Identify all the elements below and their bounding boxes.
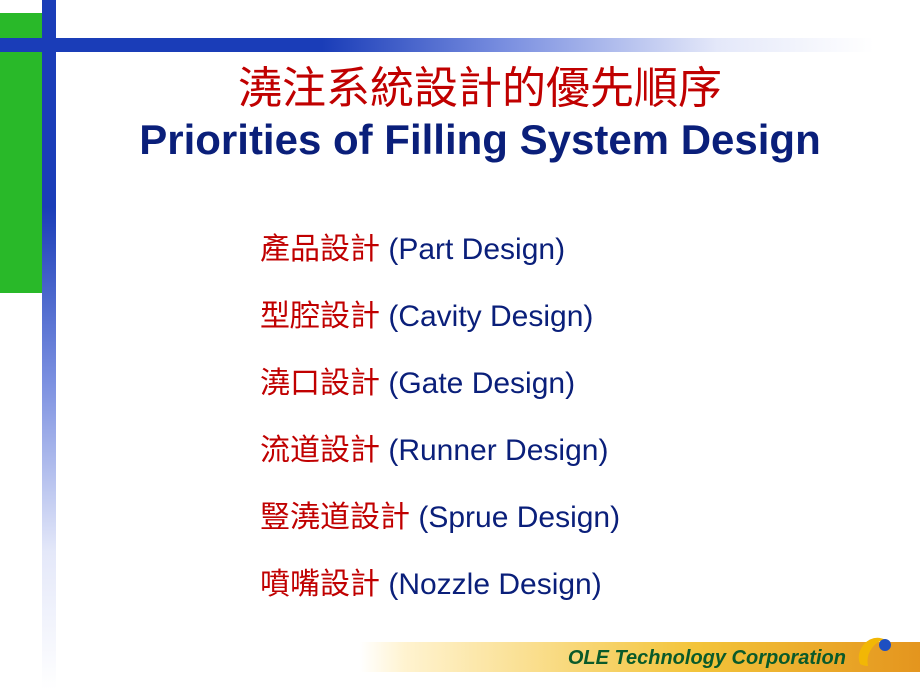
item-chinese: 澆口設計 bbox=[260, 367, 380, 400]
item-chinese: 型腔設計 bbox=[260, 300, 380, 333]
vertical-blue-bar bbox=[42, 0, 56, 690]
list-item: 豎澆道設計 (Sprue Design) bbox=[260, 500, 620, 536]
item-english: (Nozzle Design) bbox=[380, 568, 602, 601]
item-chinese: 豎澆道設計 bbox=[260, 501, 410, 534]
item-english: (Runner Design) bbox=[380, 434, 608, 467]
green-accent-block bbox=[0, 13, 42, 293]
item-chinese: 產品設計 bbox=[260, 233, 380, 266]
company-logo-icon bbox=[854, 634, 898, 676]
item-english: (Gate Design) bbox=[380, 367, 575, 400]
slide-title: 澆注系統設計的優先順序 Priorities of Filling System… bbox=[70, 64, 890, 163]
list-item: 產品設計 (Part Design) bbox=[260, 232, 620, 268]
title-english: Priorities of Filling System Design bbox=[70, 117, 890, 163]
list-item: 型腔設計 (Cavity Design) bbox=[260, 299, 620, 335]
item-chinese: 噴嘴設計 bbox=[260, 568, 380, 601]
item-chinese: 流道設計 bbox=[260, 434, 380, 467]
priority-list: 產品設計 (Part Design) 型腔設計 (Cavity Design) … bbox=[260, 232, 620, 634]
footer-company-name: OLE Technology Corporation bbox=[568, 647, 846, 670]
title-chinese: 澆注系統設計的優先順序 bbox=[70, 64, 890, 115]
horizontal-blue-bar bbox=[0, 38, 920, 52]
list-item: 澆口設計 (Gate Design) bbox=[260, 366, 620, 402]
item-english: (Part Design) bbox=[380, 233, 565, 266]
list-item: 流道設計 (Runner Design) bbox=[260, 433, 620, 469]
list-item: 噴嘴設計 (Nozzle Design) bbox=[260, 567, 620, 603]
item-english: (Sprue Design) bbox=[410, 501, 620, 534]
item-english: (Cavity Design) bbox=[380, 300, 593, 333]
